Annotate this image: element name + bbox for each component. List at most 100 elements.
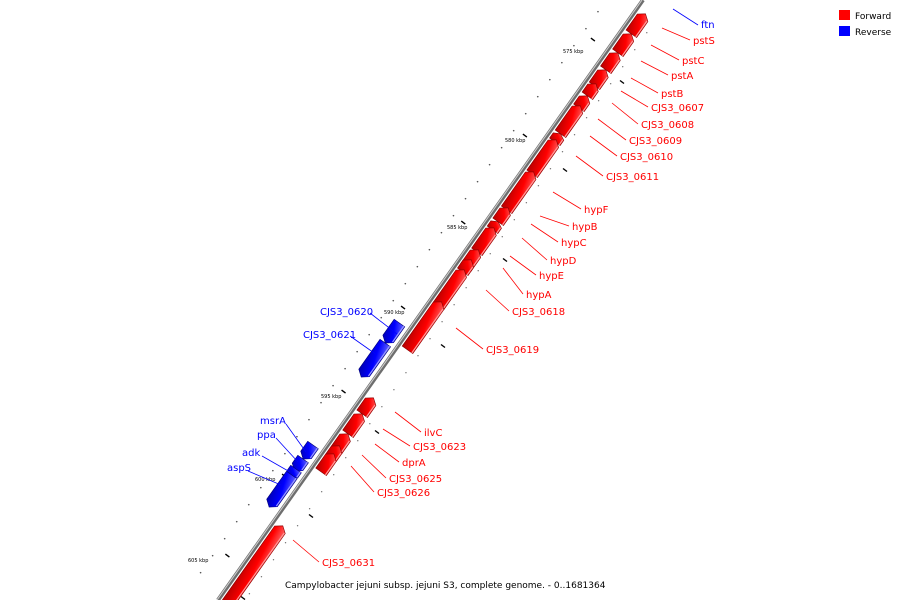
gene-label-ppa[interactable]: ppa bbox=[257, 430, 276, 441]
gene-label-pstB[interactable]: pstB bbox=[661, 89, 683, 100]
scale-dot bbox=[452, 214, 455, 217]
scale-dot bbox=[417, 355, 419, 357]
label-leader-ppa bbox=[275, 437, 299, 463]
gene-label-msrA[interactable]: msrA bbox=[260, 416, 286, 427]
gene-label-hypE[interactable]: hypE bbox=[539, 271, 564, 282]
gene-label-dprA[interactable]: dprA bbox=[402, 458, 426, 469]
gene-msrA bbox=[300, 440, 319, 460]
gene-bevel bbox=[324, 460, 336, 476]
gene-arrow bbox=[401, 301, 445, 354]
gene-bevel bbox=[480, 234, 496, 256]
scale-dot bbox=[549, 168, 552, 170]
gene-label-hypF[interactable]: hypF bbox=[584, 205, 609, 216]
scale-dot bbox=[223, 537, 226, 540]
gene-labels: ftn pstS pstC pstA pstB CJS3_0607 CJS3_0608 CJS… bbox=[227, 8, 715, 569]
scale-dot bbox=[561, 151, 564, 153]
gene-bevel bbox=[501, 214, 511, 226]
gene-pstS bbox=[625, 13, 649, 38]
gene-label-hypB[interactable]: hypB bbox=[572, 222, 598, 233]
gene-label-CJS3_0625[interactable]: CJS3_0625 bbox=[389, 474, 442, 485]
tick-label: 590 kbp bbox=[384, 310, 404, 316]
gene-label-CJS3_0610[interactable]: CJS3_0610 bbox=[620, 152, 673, 163]
gene-label-CJS3_0623[interactable]: CJS3_0623 bbox=[413, 442, 466, 453]
gene-label-CJS3_0609[interactable]: CJS3_0609 bbox=[629, 136, 682, 147]
tick-mark bbox=[400, 305, 406, 310]
legend-reverse-label: Reverse bbox=[855, 28, 892, 38]
gene-arrow bbox=[358, 338, 392, 378]
gene-bevel bbox=[442, 276, 467, 310]
gene-label-CJS3_0619[interactable]: CJS3_0619 bbox=[486, 345, 539, 356]
gene-bevel bbox=[340, 440, 350, 454]
tick-mark bbox=[224, 553, 230, 558]
gene-label-pstC[interactable]: pstC bbox=[682, 56, 704, 67]
scale-dot bbox=[465, 287, 467, 289]
gene-label-ftn[interactable]: ftn bbox=[701, 20, 715, 31]
gene-label-CJS3_0620[interactable]: CJS3_0620 bbox=[320, 307, 373, 318]
gene-label-CJS3_0626[interactable]: CJS3_0626 bbox=[377, 488, 430, 499]
label-leader-CJS3_0626 bbox=[350, 465, 375, 493]
scale-dot bbox=[272, 469, 274, 472]
scale-dot bbox=[320, 491, 323, 493]
tick-label: 575 kbp bbox=[563, 49, 583, 55]
scale-dot bbox=[634, 49, 636, 51]
label-leader-aspS bbox=[247, 470, 282, 486]
scale-dot bbox=[405, 372, 407, 374]
gene-bevel bbox=[296, 471, 301, 478]
scale-dot bbox=[464, 197, 467, 200]
gene-label-hypD[interactable]: hypD bbox=[550, 256, 577, 267]
gene-label-pstS[interactable]: pstS bbox=[693, 36, 715, 47]
scale-dot bbox=[501, 236, 503, 238]
gene-label-hypC[interactable]: hypC bbox=[561, 238, 587, 249]
gene-label-CJS3_0611[interactable]: CJS3_0611 bbox=[606, 172, 659, 183]
label-leader-CJS3_0607 bbox=[620, 90, 649, 108]
scale-dot bbox=[296, 525, 299, 527]
label-leader-CJS3_0609 bbox=[597, 118, 627, 141]
label-leader-CJS3_0619 bbox=[455, 327, 484, 350]
scale-dot bbox=[549, 78, 551, 81]
scale-dot bbox=[380, 316, 383, 319]
scale-dot bbox=[284, 452, 286, 455]
scale-dot bbox=[345, 457, 347, 459]
gene-bevel bbox=[582, 102, 590, 112]
scale-dot bbox=[525, 202, 528, 204]
gene-CJS3_0621 bbox=[358, 338, 392, 378]
scale-dot bbox=[573, 44, 575, 47]
gene-label-CJS3_0608[interactable]: CJS3_0608 bbox=[641, 120, 694, 131]
gene-CJS3_0626 bbox=[315, 453, 337, 476]
legend-forward-label: Forward bbox=[855, 12, 891, 22]
scale-dot bbox=[428, 248, 431, 251]
scale-dots bbox=[199, 10, 648, 595]
gene-label-CJS3_0631[interactable]: CJS3_0631 bbox=[322, 558, 375, 569]
gene-arrow bbox=[220, 525, 286, 600]
scale-dot bbox=[585, 27, 587, 30]
label-leader-CJS3_0608 bbox=[611, 102, 639, 125]
scale-dot bbox=[429, 338, 431, 340]
tick-mark bbox=[502, 257, 508, 263]
gene-bevel bbox=[365, 404, 376, 418]
label-leader-hypE bbox=[509, 255, 537, 276]
gene-arrow bbox=[266, 470, 298, 508]
gene-label-CJS3_0607[interactable]: CJS3_0607 bbox=[651, 103, 704, 114]
scale-dot bbox=[622, 66, 624, 68]
label-leader-ilvC bbox=[394, 411, 422, 433]
gene-label-CJS3_0621[interactable]: CJS3_0621 bbox=[303, 330, 356, 341]
scale-dot bbox=[597, 10, 599, 13]
label-leader-adk bbox=[261, 455, 291, 473]
gene-hypC bbox=[486, 220, 502, 234]
gene-label-CJS3_0618[interactable]: CJS3_0618 bbox=[512, 307, 565, 318]
tick-mark bbox=[562, 167, 568, 173]
gene-label-adk[interactable]: adk bbox=[242, 448, 260, 459]
scale-dot bbox=[308, 508, 311, 510]
scale-dot bbox=[609, 83, 612, 85]
label-leader-dprA bbox=[374, 443, 400, 463]
legend-item-reverse: Reverse bbox=[839, 26, 892, 38]
gene-bevel bbox=[598, 76, 608, 90]
gene-label-aspS[interactable]: aspS bbox=[227, 463, 251, 474]
gene-label-pstA[interactable]: pstA bbox=[671, 71, 693, 82]
gene-label-hypA[interactable]: hypA bbox=[526, 290, 552, 301]
label-leader-CJS3_0620 bbox=[369, 312, 398, 335]
tick-label: 605 kbp bbox=[188, 558, 208, 564]
gene-label-ilvC[interactable]: ilvC bbox=[424, 428, 442, 439]
sequence-caption: Campylobacter jejuni subsp. jejuni S3, c… bbox=[285, 581, 606, 591]
